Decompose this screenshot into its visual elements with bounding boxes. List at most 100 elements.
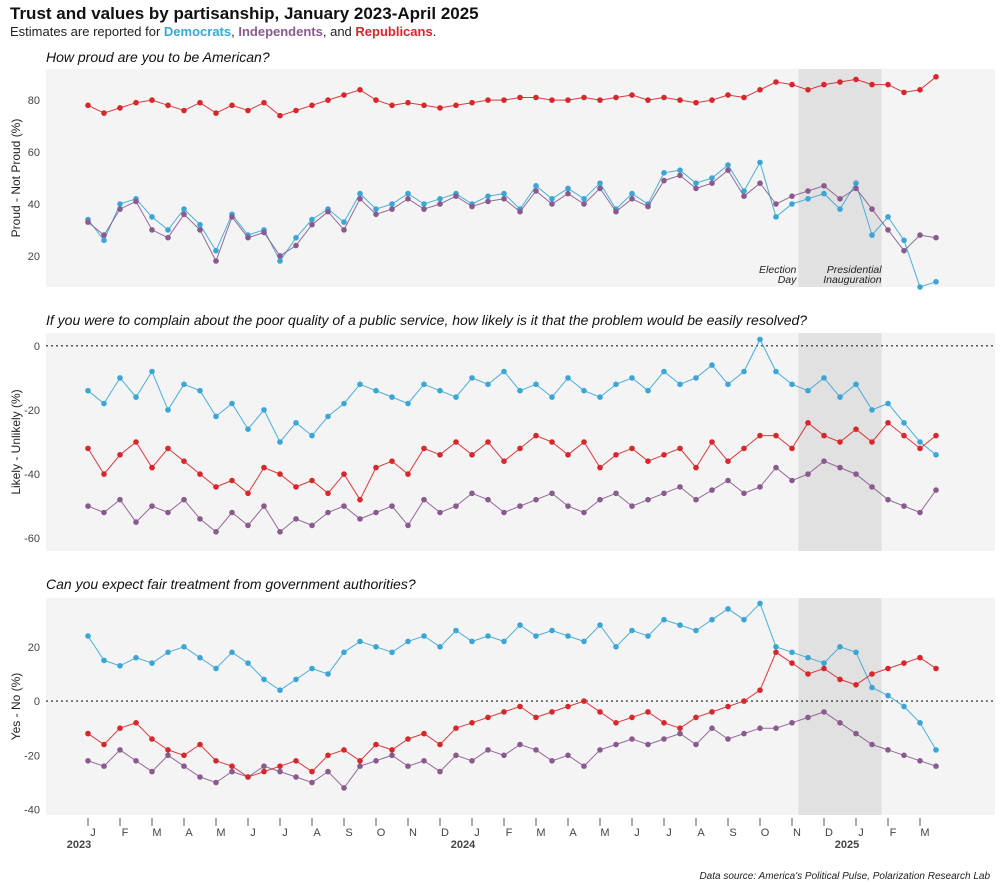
data-point-2-republicans-14 — [309, 477, 315, 484]
data-point-3-independents-22 — [437, 768, 443, 775]
data-point-1-democrats-8 — [213, 247, 219, 254]
data-point-3-democrats-13 — [293, 676, 299, 683]
data-point-3-republicans-15 — [325, 752, 331, 759]
data-point-3-democrats-35 — [645, 633, 651, 639]
data-point-2-democrats-47 — [837, 394, 843, 400]
x-tick-label-24: J — [858, 827, 864, 839]
data-point-2-republicans-27 — [517, 445, 523, 452]
data-point-1-democrats-22 — [437, 196, 443, 202]
annotation-election-2: Day — [778, 274, 797, 286]
data-point-1-democrats-39 — [709, 175, 715, 181]
x-tick-label-7: A — [313, 827, 321, 839]
data-point-1-democrats-50 — [885, 214, 891, 220]
data-point-3-democrats-11 — [261, 676, 267, 683]
y-tick-label-2-1: -20 — [24, 405, 40, 417]
data-point-1-independents-48 — [853, 185, 859, 192]
data-point-3-democrats-6 — [181, 644, 187, 650]
data-point-3-independents-2 — [117, 747, 123, 753]
data-point-2-independents-28 — [533, 496, 539, 503]
data-point-2-independents-4 — [149, 503, 155, 509]
x-tick-label-3: A — [185, 827, 193, 839]
data-point-3-democrats-20 — [405, 638, 411, 645]
data-point-3-democrats-24 — [469, 638, 475, 645]
data-point-1-independents-22 — [437, 201, 443, 207]
subtitle-sep-1: , — [231, 24, 239, 39]
data-point-2-republicans-41 — [741, 445, 747, 452]
data-point-3-republicans-24 — [469, 720, 475, 726]
data-point-2-democrats-34 — [629, 375, 635, 381]
data-point-2-democrats-49 — [869, 407, 875, 413]
data-point-2-democrats-13 — [293, 420, 299, 426]
data-point-2-republicans-45 — [805, 420, 811, 426]
data-point-3-republicans-13 — [293, 758, 299, 764]
data-point-3-democrats-4 — [149, 660, 155, 666]
data-point-3-democrats-37 — [677, 622, 683, 628]
data-point-3-independents-33 — [613, 741, 619, 748]
data-point-3-independents-21 — [421, 758, 427, 764]
data-point-3-republicans-50 — [885, 665, 891, 672]
data-point-2-democrats-11 — [261, 407, 267, 413]
data-point-3-independents-51 — [901, 752, 907, 759]
data-point-3-independents-44 — [789, 720, 795, 726]
data-point-2-democrats-44 — [789, 381, 795, 388]
data-point-3-democrats-2 — [117, 663, 123, 669]
data-point-2-democrats-33 — [613, 381, 619, 388]
data-point-2-independents-1 — [101, 509, 107, 516]
data-point-3-republicans-21 — [421, 730, 427, 737]
chart-title: Trust and values by partisanship, Januar… — [10, 4, 479, 23]
data-point-3-democrats-39 — [709, 616, 715, 623]
data-point-2-democrats-31 — [581, 387, 587, 394]
data-point-2-independents-47 — [837, 464, 843, 471]
data-point-1-democrats-6 — [181, 206, 187, 212]
annotation-inauguration-2: Inauguration — [823, 274, 882, 286]
data-point-2-republicans-49 — [869, 439, 875, 445]
y-tick-label-1-0: 20 — [28, 251, 40, 263]
data-point-3-democrats-18 — [373, 644, 379, 650]
data-point-2-democrats-28 — [533, 381, 539, 388]
data-point-1-independents-26 — [501, 196, 507, 202]
data-point-3-independents-13 — [293, 774, 299, 780]
data-point-2-republicans-24 — [469, 452, 475, 458]
data-point-2-independents-38 — [693, 496, 699, 503]
data-point-2-republicans-43 — [773, 432, 779, 439]
data-point-2-democrats-7 — [197, 387, 203, 394]
x-tick-label-5: J — [250, 827, 256, 839]
data-point-3-democrats-29 — [549, 627, 555, 634]
data-point-2-republicans-23 — [453, 439, 459, 445]
data-point-3-democrats-0 — [85, 633, 91, 639]
data-point-3-democrats-28 — [533, 633, 539, 639]
data-point-2-independents-10 — [245, 522, 251, 529]
data-point-2-independents-2 — [117, 496, 123, 503]
series-line-3-democrats — [87, 602, 937, 751]
data-point-3-republicans-16 — [341, 747, 347, 753]
data-point-2-democrats-32 — [597, 394, 603, 400]
data-point-3-democrats-46 — [821, 660, 827, 666]
shaded-period-3 — [798, 598, 882, 815]
data-point-2-republicans-6 — [181, 458, 187, 465]
data-point-1-independents-51 — [901, 247, 907, 254]
data-point-1-independents-16 — [341, 227, 347, 233]
data-point-3-independents-24 — [469, 758, 475, 764]
data-point-1-independents-49 — [869, 206, 875, 212]
x-tick-label-25: F — [890, 827, 897, 839]
data-point-1-republicans-52 — [917, 87, 923, 93]
data-point-1-independents-41 — [741, 193, 747, 199]
data-point-1-independents-13 — [293, 242, 299, 249]
series-line-2-independents — [87, 460, 937, 533]
data-point-1-republicans-30 — [565, 97, 571, 103]
data-point-3-republicans-41 — [741, 698, 747, 704]
data-point-1-independents-23 — [453, 193, 459, 199]
data-point-2-independents-20 — [405, 522, 411, 529]
data-point-1-republicans-48 — [853, 76, 859, 83]
data-point-1-independents-3 — [133, 198, 139, 205]
data-point-2-republicans-18 — [373, 464, 379, 471]
data-point-2-independents-15 — [325, 509, 331, 516]
data-point-2-democrats-24 — [469, 375, 475, 381]
data-point-1-independents-45 — [805, 188, 811, 194]
data-point-2-democrats-27 — [517, 387, 523, 394]
series-line-3-independents — [87, 711, 937, 789]
data-point-1-democrats-32 — [597, 180, 603, 186]
data-point-2-democrats-25 — [485, 381, 491, 388]
data-point-2-independents-45 — [805, 471, 811, 477]
data-point-1-independents-44 — [789, 193, 795, 199]
